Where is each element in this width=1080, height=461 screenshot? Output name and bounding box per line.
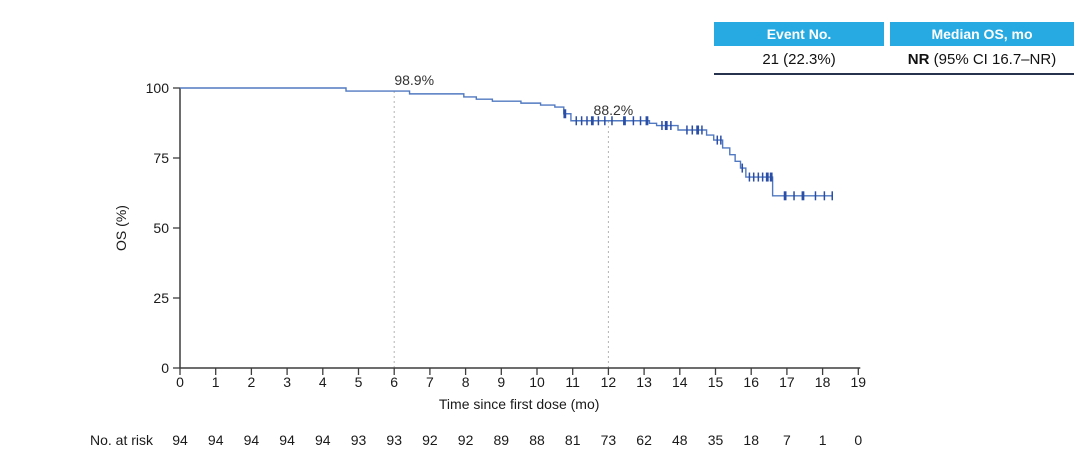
risk-count-0mo: 94 — [172, 432, 188, 448]
axis-titles: Time since first dose (mo) OS (%) — [113, 205, 599, 412]
axes — [179, 88, 861, 369]
summary-table: Event No. Median OS, mo 21 (22.3%) NR (9… — [714, 22, 1074, 75]
x-tick-label-13: 13 — [636, 374, 652, 390]
x-tick-label-16: 16 — [743, 374, 759, 390]
x-tick-label-8: 8 — [462, 374, 470, 390]
x-tick-label-19: 19 — [851, 374, 867, 390]
risk-count-11mo: 81 — [565, 432, 581, 448]
risk-count-14mo: 48 — [672, 432, 688, 448]
risk-count-16mo: 18 — [743, 432, 759, 448]
landmark-label-6mo: 98.9% — [394, 72, 434, 88]
x-tick-label-4: 4 — [319, 374, 327, 390]
x-tick-label-5: 5 — [355, 374, 363, 390]
censor-marks — [563, 109, 833, 201]
risk-count-9mo: 89 — [494, 432, 510, 448]
km-survival-curve — [180, 87, 833, 197]
risk-count-8mo: 92 — [458, 432, 474, 448]
y-tick-label-75: 75 — [153, 150, 169, 166]
km-curve — [180, 87, 833, 197]
landmark-labels: 98.9% 88.2% — [394, 72, 633, 118]
x-tick-label-10: 10 — [529, 374, 545, 390]
landmark-lines — [393, 91, 609, 368]
x-tick-label-11: 11 — [565, 374, 580, 390]
risk-count-12mo: 73 — [601, 432, 617, 448]
x-tick-label-0: 0 — [176, 374, 184, 390]
summary-header-median-os: Median OS, mo — [890, 22, 1074, 46]
risk-count-13mo: 62 — [636, 432, 652, 448]
x-tick-label-18: 18 — [815, 374, 831, 390]
y-tick-label-50: 50 — [153, 220, 169, 236]
x-tick-label-7: 7 — [426, 374, 434, 390]
x-tick-label-12: 12 — [601, 374, 617, 390]
x-tick-label-15: 15 — [708, 374, 724, 390]
risk-count-18mo: 1 — [819, 432, 827, 448]
risk-count-19mo: 0 — [854, 432, 862, 448]
risk-count-15mo: 35 — [708, 432, 724, 448]
x-tick-label-2: 2 — [248, 374, 256, 390]
x-tick-label-14: 14 — [672, 374, 688, 390]
risk-count-5mo: 93 — [351, 432, 367, 448]
median-os-ci-text: (95% CI 16.7–NR) — [929, 51, 1057, 68]
x-tick-label-6: 6 — [390, 374, 398, 390]
x-axis-title: Time since first dose (mo) — [439, 396, 600, 412]
x-tick-label-1: 1 — [212, 374, 220, 390]
x-ticks: 0 1 2 3 4 5 6 7 8 9 10 11 12 13 14 15 16 17 18 19 — [176, 368, 866, 390]
y-axis-title: OS (%) — [113, 205, 129, 251]
summary-value-median-os: NR (95% CI 16.7–NR) — [890, 46, 1074, 72]
x-tick-label-3: 3 — [283, 374, 291, 390]
x-tick-label-9: 9 — [497, 374, 505, 390]
risk-count-6mo: 93 — [386, 432, 402, 448]
risk-row-label: No. at risk — [90, 432, 154, 448]
y-ticks: 0 25 50 75 100 — [146, 80, 180, 376]
y-tick-label-25: 25 — [153, 290, 169, 306]
landmark-label-12mo: 88.2% — [594, 102, 634, 118]
risk-count-3mo: 94 — [279, 432, 295, 448]
summary-value-event-no: 21 (22.3%) — [762, 51, 836, 68]
median-os-nr-value: NR — [907, 51, 930, 68]
risk-count-2mo: 94 — [244, 432, 260, 448]
summary-table-value-row: 21 (22.3%) NR (95% CI 16.7–NR) — [714, 46, 1074, 72]
summary-table-header-row: Event No. Median OS, mo — [714, 22, 1074, 46]
risk-count-10mo: 88 — [529, 432, 545, 448]
summary-header-event-no: Event No. — [714, 22, 884, 46]
risk-count-7mo: 92 — [422, 432, 438, 448]
risk-count-1mo: 94 — [208, 432, 224, 448]
risk-count-4mo: 94 — [315, 432, 331, 448]
risk-row: No. at risk 94 94 94 94 94 93 93 92 92 89 88 81 73 62 4… — [90, 432, 862, 448]
risk-count-17mo: 7 — [783, 432, 791, 448]
x-tick-label-17: 17 — [779, 374, 795, 390]
y-tick-label-0: 0 — [161, 360, 169, 376]
y-tick-label-100: 100 — [146, 80, 170, 96]
